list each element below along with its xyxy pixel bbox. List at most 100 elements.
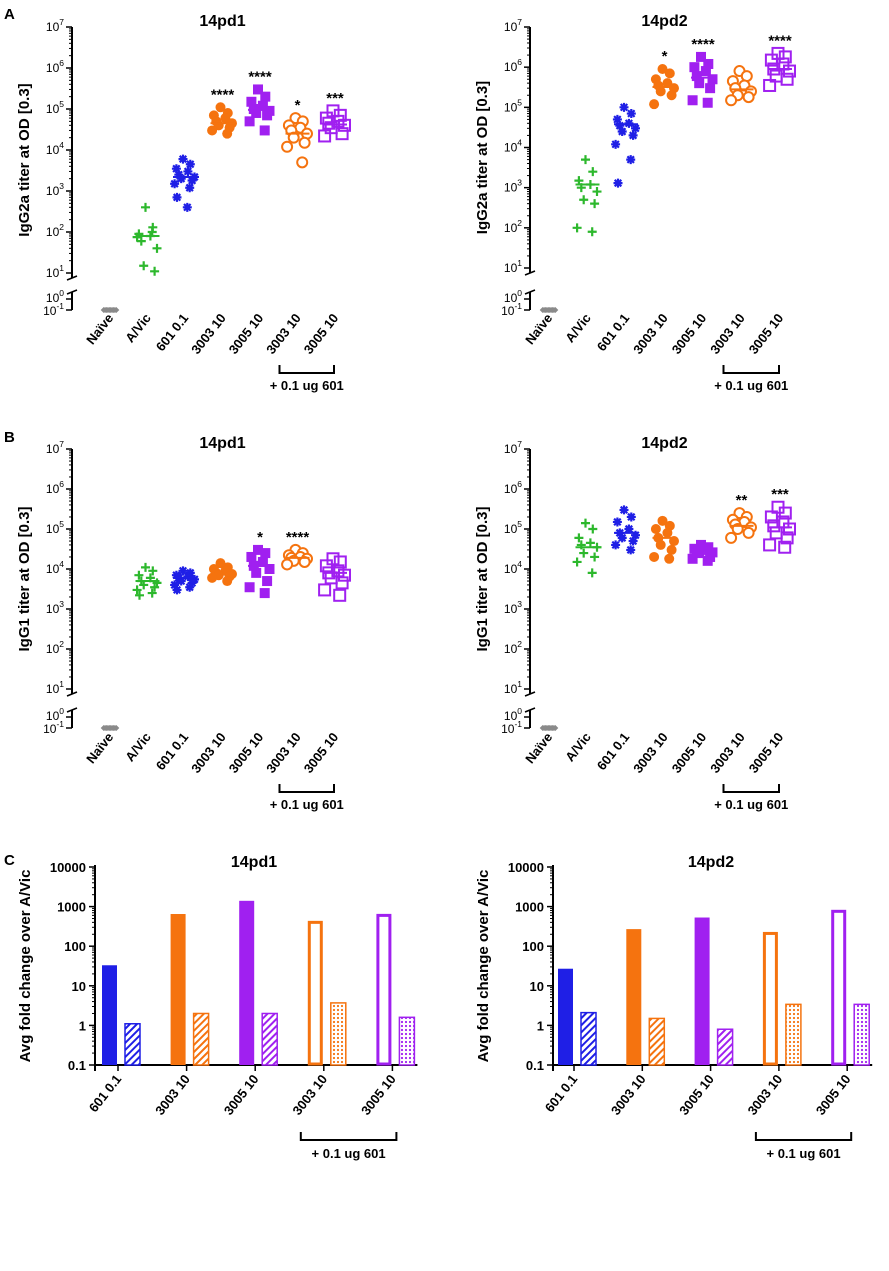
data-point — [585, 538, 595, 548]
data-point — [611, 139, 621, 149]
data-point — [113, 307, 120, 313]
data-point — [246, 96, 257, 107]
bar-igg2a — [307, 920, 323, 1066]
chart-c-14pd1: 14pd1 Avg fold change over A/Vic 0.1 1 10 100… — [17, 854, 418, 1161]
data-point — [172, 585, 182, 595]
chart-a-14pd1: 14pd1 IgG2a titer at OD [0.3] 101 102 103 104… — [16, 13, 351, 393]
chart-b-14pd2: 14pd2 IgG1 titer at OD [0.3] 101 102 103 104 1… — [474, 435, 796, 812]
group-2 — [170, 154, 199, 212]
category-label: Naïve — [83, 730, 116, 767]
combo-bracket — [722, 784, 780, 793]
bracket-label: + 0.1 ug 601 — [714, 797, 788, 812]
y-tick-label: 102 — [46, 639, 64, 656]
significance-label: **** — [248, 68, 272, 85]
data-point — [262, 576, 273, 587]
data-point — [783, 64, 796, 78]
data-point — [326, 552, 340, 566]
y-tick-label: 104 — [504, 138, 522, 155]
group-4: * — [244, 529, 275, 599]
data-point — [725, 531, 738, 544]
significance-label: *** — [326, 90, 344, 107]
group-4: **** — [244, 68, 275, 136]
data-point — [700, 66, 711, 77]
data-point — [696, 51, 706, 62]
y-tick-label: 104 — [504, 559, 522, 576]
group-5: ** — [725, 492, 757, 544]
data-point — [587, 568, 597, 578]
chart-title: 14pd1 — [199, 435, 245, 452]
data-point — [147, 588, 157, 598]
category-label: A/Vic — [122, 730, 154, 765]
data-point — [742, 526, 755, 539]
y-tick-label: 102 — [504, 218, 522, 235]
data-point — [778, 506, 792, 520]
category-label: 3003 10 — [707, 311, 748, 357]
data-point — [694, 78, 705, 89]
y-tick-label: 102 — [46, 222, 64, 239]
combo-bracket — [299, 1132, 398, 1141]
group-5: **** — [281, 529, 313, 571]
data-point — [222, 576, 233, 587]
y-tick-label: 100 — [522, 939, 544, 954]
category-label: 3005 10 — [746, 730, 787, 776]
data-point — [763, 538, 777, 552]
category-label: 3005 10 — [226, 730, 267, 776]
group-0 — [100, 725, 120, 731]
y-axis-label: IgG1 titer at OD [0.3] — [474, 506, 491, 651]
category-label: 3005 10 — [301, 311, 342, 357]
data-point — [150, 582, 160, 592]
data-point — [702, 97, 713, 108]
data-point — [617, 127, 627, 137]
data-point — [259, 588, 270, 599]
y-tick-label: 101 — [46, 263, 64, 280]
data-point — [689, 62, 700, 73]
y-tick-label: 105 — [504, 97, 522, 114]
y-tick-label: 10000 — [508, 860, 544, 875]
data-point — [338, 568, 351, 582]
data-point — [572, 223, 582, 233]
data-point — [552, 307, 559, 313]
bracket-label: + 0.1 ug 601 — [767, 1146, 841, 1161]
data-point — [771, 46, 785, 60]
data-point — [694, 548, 705, 559]
data-point — [171, 164, 181, 174]
data-point — [587, 227, 597, 237]
group-3 — [207, 558, 237, 587]
data-point — [579, 195, 589, 205]
data-point — [763, 78, 777, 92]
y-tick-label: 106 — [46, 58, 64, 75]
group-6: **** — [763, 32, 796, 92]
axis-break-mark — [524, 270, 536, 276]
y-tick-label: 100 — [46, 288, 64, 305]
group-5 — [725, 65, 757, 107]
bracket-label: + 0.1 ug 601 — [312, 1146, 386, 1161]
data-point — [615, 121, 625, 131]
data-point — [666, 544, 677, 555]
combo-bracket — [278, 784, 335, 793]
category-label: 3003 10 — [263, 311, 304, 357]
group-4: **** — [687, 36, 718, 108]
data-point — [687, 553, 698, 564]
category-label: 3005 10 — [221, 1072, 262, 1118]
significance-label: **** — [211, 86, 235, 103]
data-point — [574, 533, 584, 543]
data-point — [296, 156, 309, 169]
group-6: *** — [318, 90, 351, 143]
axis-break-mark — [66, 275, 78, 281]
axis-break-mark — [66, 691, 78, 697]
data-point — [187, 578, 197, 588]
combo-bracket — [754, 1132, 853, 1141]
group-2 — [611, 505, 640, 555]
data-point — [178, 154, 188, 164]
category-label: 3003 10 — [608, 1072, 649, 1118]
category-label: 3003 10 — [188, 311, 229, 357]
data-point — [666, 90, 677, 101]
group-3: * — [649, 48, 679, 110]
data-point — [626, 512, 636, 522]
data-point — [687, 95, 698, 106]
data-point — [649, 99, 660, 110]
data-point — [244, 582, 255, 593]
bar-igg1 — [580, 1011, 597, 1066]
group-1 — [572, 518, 602, 578]
significance-label: **** — [286, 529, 310, 546]
